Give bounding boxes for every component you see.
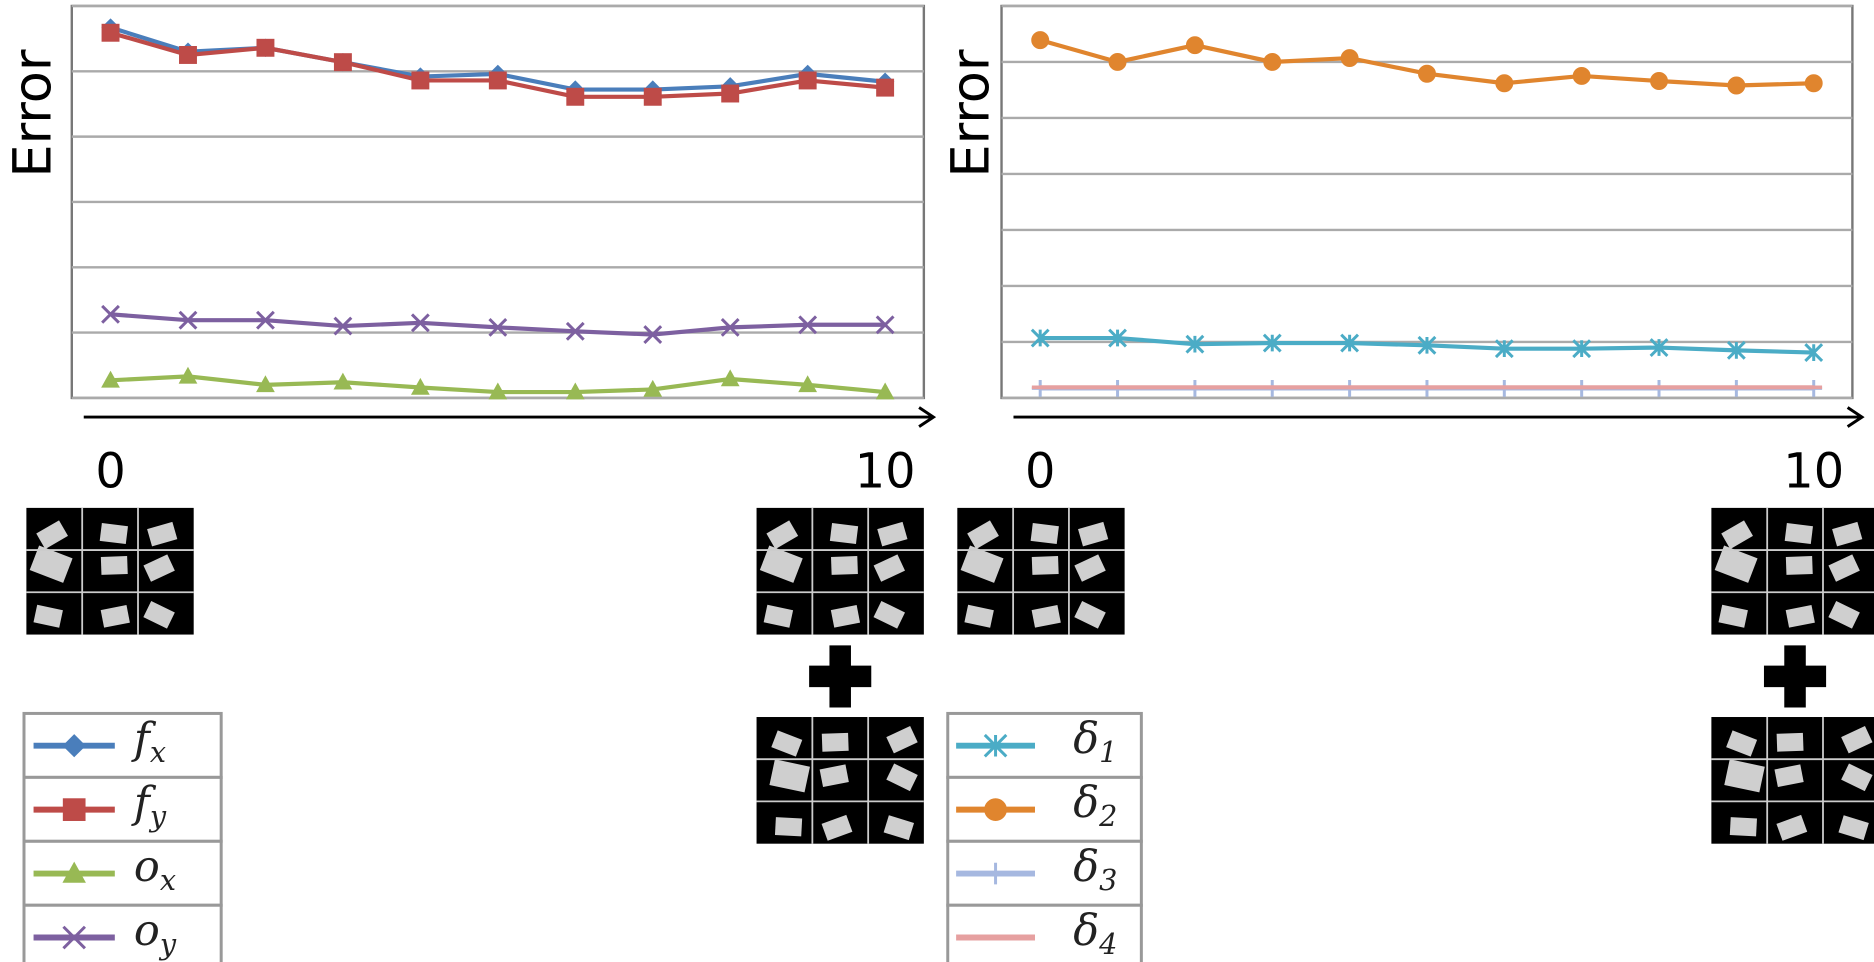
thumbnail xyxy=(26,508,193,635)
marker xyxy=(1651,73,1668,90)
marker xyxy=(1496,75,1513,92)
marker xyxy=(877,79,894,96)
y-axis-label: Error xyxy=(3,49,64,178)
x-axis-arrow xyxy=(84,408,934,427)
marker xyxy=(1728,77,1745,94)
marker xyxy=(644,88,661,105)
thumbnail xyxy=(1711,508,1874,635)
thumb-shape xyxy=(1777,733,1804,752)
thumb-shape xyxy=(101,556,128,575)
thumbnail xyxy=(1711,717,1874,844)
marker xyxy=(567,88,584,105)
marker xyxy=(722,85,739,102)
thumb-shape xyxy=(831,556,858,575)
thumbnail xyxy=(957,508,1124,635)
marker xyxy=(1264,54,1281,71)
thumb-shape xyxy=(822,733,849,752)
thumb-shape xyxy=(100,523,128,544)
thumb-shape xyxy=(775,817,802,836)
thumb-shape xyxy=(1730,817,1757,836)
marker xyxy=(102,24,119,41)
marker xyxy=(1109,54,1126,71)
marker xyxy=(1032,32,1049,49)
thumb-shape xyxy=(1786,556,1813,575)
x-tick-label: 10 xyxy=(1783,444,1844,499)
thumb-shape xyxy=(1785,523,1813,544)
marker xyxy=(335,54,352,71)
x-tick-label: 0 xyxy=(95,444,125,499)
marker xyxy=(1805,75,1822,92)
thumb-shape xyxy=(1031,523,1059,544)
marker xyxy=(1187,37,1204,54)
marker xyxy=(1419,65,1436,82)
thumb-shape xyxy=(830,523,858,544)
marker xyxy=(489,72,506,89)
thumb-shape xyxy=(1032,556,1059,575)
marker xyxy=(1341,50,1358,67)
thumbnail xyxy=(757,717,924,844)
marker xyxy=(1573,68,1590,85)
x-tick-label: 0 xyxy=(1025,444,1055,499)
marker xyxy=(799,72,816,89)
thumbnail xyxy=(757,508,924,635)
y-axis-label: Error xyxy=(941,49,1002,178)
x-tick-label: 10 xyxy=(855,444,916,499)
plus-sign xyxy=(809,645,871,707)
marker xyxy=(63,799,85,821)
plus-sign xyxy=(1764,645,1826,707)
marker xyxy=(257,39,274,56)
marker xyxy=(412,72,429,89)
marker xyxy=(985,799,1007,821)
figure: Error010fxfyoxoyError010δ1δ2δ3δ4 xyxy=(0,0,1874,962)
marker xyxy=(180,47,197,64)
x-axis-arrow xyxy=(1013,408,1861,427)
legend-cell xyxy=(24,905,221,962)
